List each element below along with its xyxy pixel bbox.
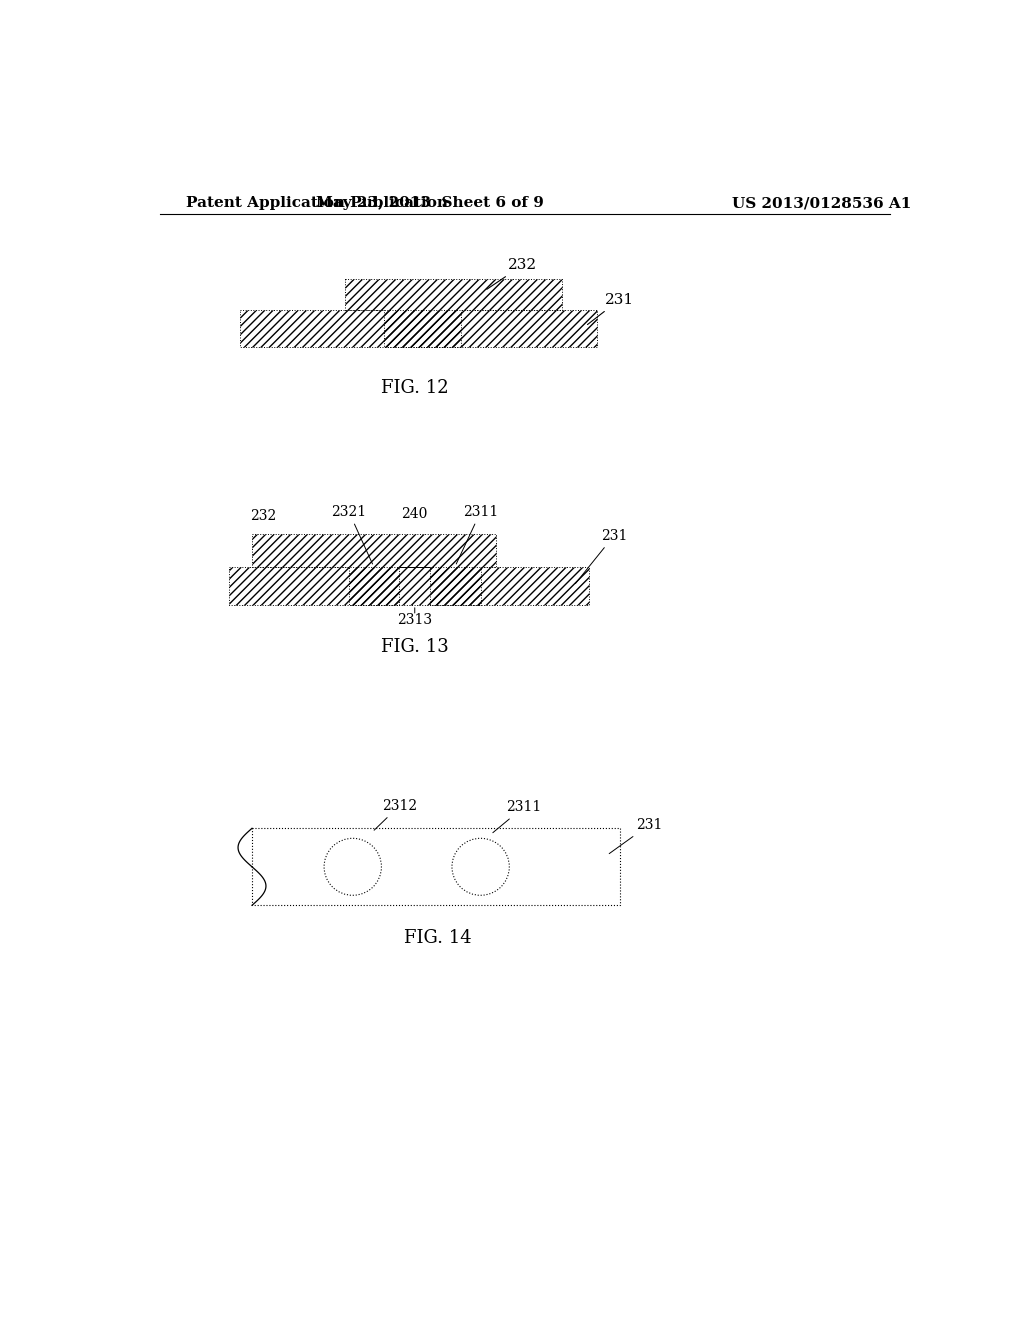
Text: FIG. 14: FIG. 14 <box>404 929 472 946</box>
Text: FIG. 13: FIG. 13 <box>381 639 449 656</box>
Text: 240: 240 <box>401 507 428 521</box>
Text: 232: 232 <box>486 259 537 289</box>
Text: 2311: 2311 <box>493 800 541 833</box>
Text: 2311: 2311 <box>457 504 499 564</box>
Text: 232: 232 <box>251 510 276 524</box>
Text: US 2013/0128536 A1: US 2013/0128536 A1 <box>732 197 912 210</box>
Text: FIG. 12: FIG. 12 <box>381 379 449 397</box>
Text: Patent Application Publication: Patent Application Publication <box>186 197 449 210</box>
Text: May 23, 2013  Sheet 6 of 9: May 23, 2013 Sheet 6 of 9 <box>316 197 544 210</box>
Text: 231: 231 <box>588 293 634 325</box>
Text: 2312: 2312 <box>374 799 417 830</box>
Text: 2321: 2321 <box>332 504 373 564</box>
Text: 231: 231 <box>575 529 627 583</box>
Text: 231: 231 <box>609 818 662 854</box>
Text: 2313: 2313 <box>397 614 432 627</box>
